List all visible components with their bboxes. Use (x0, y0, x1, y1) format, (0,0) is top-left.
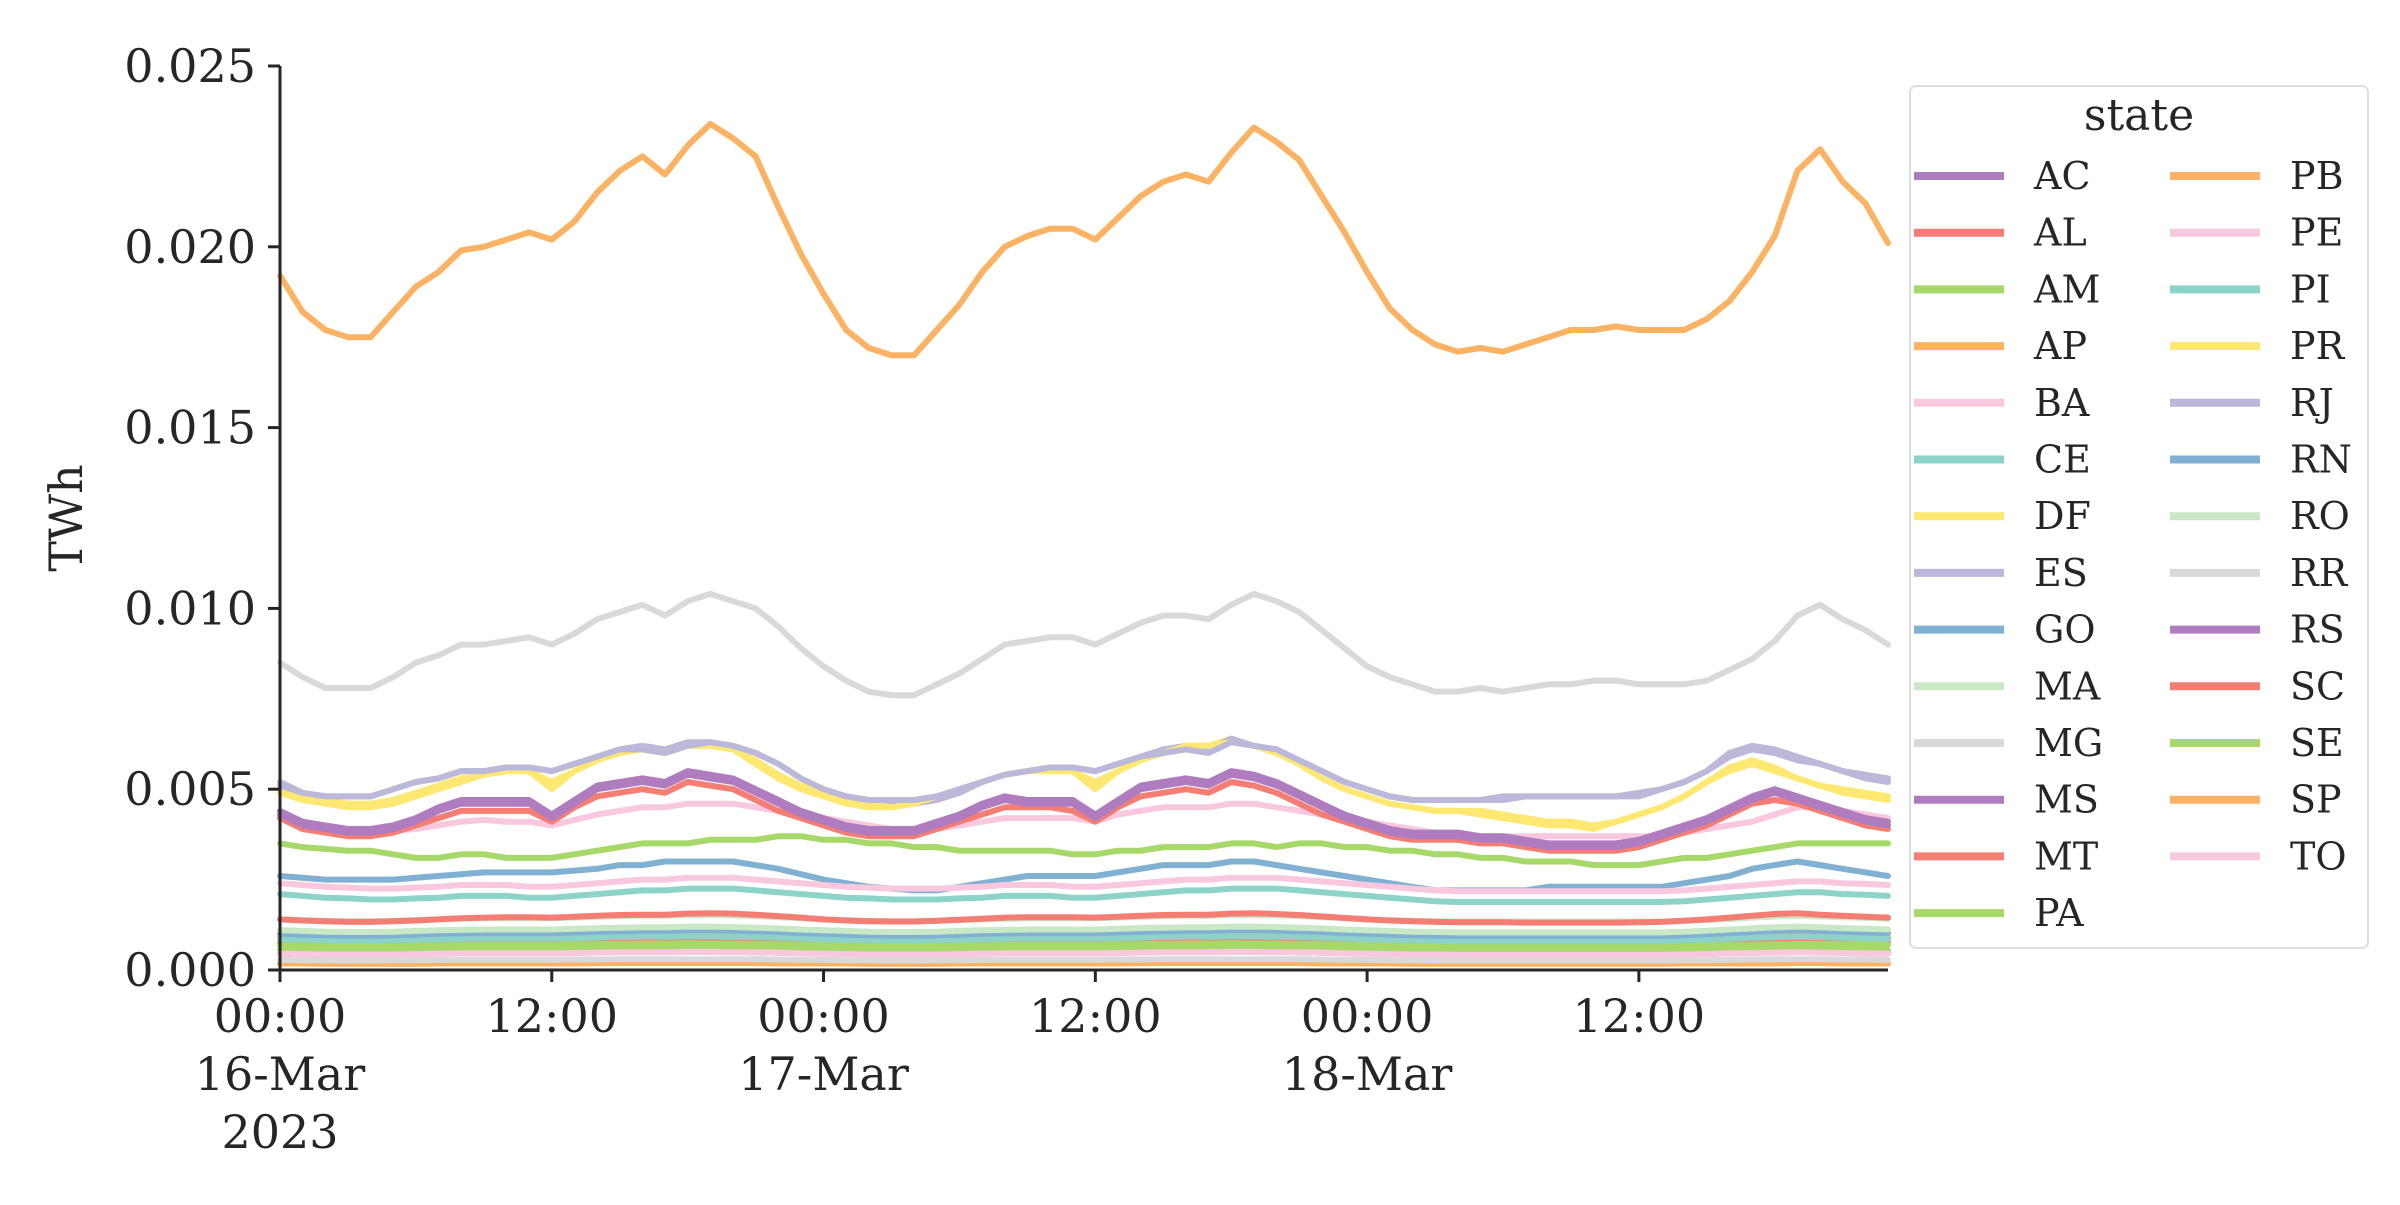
legend-label: PA (2034, 891, 2084, 935)
y-tick-label: 0.010 (124, 581, 256, 635)
legend-item-se: SE (2170, 721, 2344, 765)
legend-label: MS (2034, 778, 2099, 822)
x-tick-label: 12:00 (1029, 989, 1162, 1043)
legend-item-ma: MA (1914, 664, 2101, 708)
legend-label: AC (2033, 154, 2091, 198)
axes-layer (278, 66, 1888, 972)
legend-label: BA (2034, 381, 2090, 425)
legend-label: RJ (2290, 381, 2334, 425)
legend-label: ES (2034, 551, 2088, 595)
legend-item-go: GO (1914, 608, 2096, 652)
legend-item-rj: RJ (2170, 381, 2334, 425)
legend-item-mt: MT (1914, 834, 2098, 878)
y-axis-label: TWh (39, 464, 93, 572)
x-tick-label: 12:00 (485, 989, 618, 1043)
legend-item-ro: RO (2170, 494, 2350, 538)
legend-item-rs: RS (2170, 608, 2345, 652)
legend-label: PB (2290, 154, 2344, 198)
legend-label: MG (2034, 721, 2103, 765)
legend-item-sc: SC (2170, 664, 2345, 708)
legend-item-am: AM (1914, 267, 2100, 311)
series-line-pi (277, 933, 1891, 945)
legend-item-sp: SP (2170, 778, 2342, 822)
x-tick-label: 00:00 17-Mar (738, 989, 909, 1101)
series-line-ap (277, 960, 1891, 967)
legend-label: MA (2034, 664, 2101, 708)
legend-item-ba: BA (1914, 381, 2090, 425)
legend-label: SC (2290, 664, 2345, 708)
series-line-pa (277, 833, 1891, 869)
legend-frame (1909, 85, 2369, 949)
legend-item-pe: PE (2170, 211, 2343, 255)
legend-item-ac: AC (1914, 154, 2091, 198)
series-line-rr (277, 956, 1891, 964)
series-line-ms (277, 768, 1891, 847)
y-tick-label: 0.000 (124, 943, 256, 997)
legend-item-df: DF (1914, 494, 2091, 538)
y-tick-label: 0.025 (124, 39, 256, 93)
legend-item-ce: CE (1914, 438, 2091, 482)
legend-label: DF (2034, 494, 2091, 538)
legend-label: TO (2290, 834, 2347, 878)
legend-item-mg: MG (1914, 721, 2103, 765)
y-ticks: 0.000 0.005 0.010 0.015 0.020 0.025 (124, 39, 280, 997)
legend-label: RN (2290, 438, 2352, 482)
legend-label: PI (2290, 267, 2331, 311)
series-line-mg (277, 590, 1891, 699)
series-line-ba (277, 800, 1891, 840)
legend-item-ap: AP (1914, 324, 2087, 368)
series-line-rj (277, 739, 1891, 803)
series-line-ce (277, 885, 1891, 905)
series-line-am (277, 940, 1891, 950)
y-tick-label: 0.005 (124, 762, 256, 816)
x-ticks: 00:00 16-Mar 2023 12:00 00:00 17-Mar 12:00 00:0… (195, 970, 1705, 1159)
legend-label: RR (2290, 551, 2349, 595)
legend-label: AL (2033, 211, 2087, 255)
series-line-pr (277, 739, 1891, 829)
series-line-to (277, 948, 1891, 958)
legend-item-es: ES (1914, 551, 2088, 595)
series-line-rs (277, 771, 1891, 851)
legend-label: PR (2290, 324, 2346, 368)
legend-item-pi: PI (2170, 267, 2331, 311)
series-line-mt (277, 779, 1891, 854)
legend: state AC AL AM AP BA CE DF ES GO MA MG MS MT PA PB PE PI… (1909, 85, 2369, 949)
legend-item-pb: PB (2170, 154, 2344, 198)
series-line-sp (277, 120, 1891, 359)
legend-item-pa: PA (1914, 891, 2084, 935)
legend-label: MT (2034, 834, 2098, 878)
legend-label: AP (2033, 324, 2087, 368)
legend-label: AM (2033, 267, 2100, 311)
legend-item-pr: PR (2170, 324, 2346, 368)
legend-label: CE (2034, 438, 2091, 482)
series-layer (277, 120, 1891, 967)
legend-item-ms: MS (1914, 778, 2099, 822)
legend-label: SP (2290, 778, 2342, 822)
legend-item-rn: RN (2170, 438, 2352, 482)
legend-item-al: AL (1914, 211, 2087, 255)
series-line-pe (277, 874, 1891, 895)
series-line-se (277, 945, 1891, 955)
y-tick-label: 0.020 (124, 220, 256, 274)
legend-label: RS (2290, 608, 2345, 652)
x-tick-label: 12:00 (1573, 989, 1706, 1043)
legend-title: state (2084, 90, 2194, 141)
legend-entries: AC AL AM AP BA CE DF ES GO MA MG MS MT PA PB PE PI PR RJ RN… (1914, 154, 2352, 935)
legend-label: RO (2290, 494, 2350, 538)
series-line-go (277, 858, 1891, 894)
legend-item-rr: RR (2170, 551, 2349, 595)
legend-label: SE (2290, 721, 2344, 765)
legend-item-to: TO (2170, 834, 2347, 878)
x-tick-label: 00:00 16-Mar 2023 (195, 989, 366, 1159)
legend-label: GO (2034, 608, 2096, 652)
series-line-rn (277, 927, 1891, 939)
series-line-ro (277, 923, 1891, 936)
y-tick-label: 0.015 (124, 401, 256, 455)
legend-label: PE (2290, 211, 2343, 255)
series-line-sc (277, 910, 1891, 926)
x-tick-label: 00:00 18-Mar (1282, 989, 1453, 1101)
